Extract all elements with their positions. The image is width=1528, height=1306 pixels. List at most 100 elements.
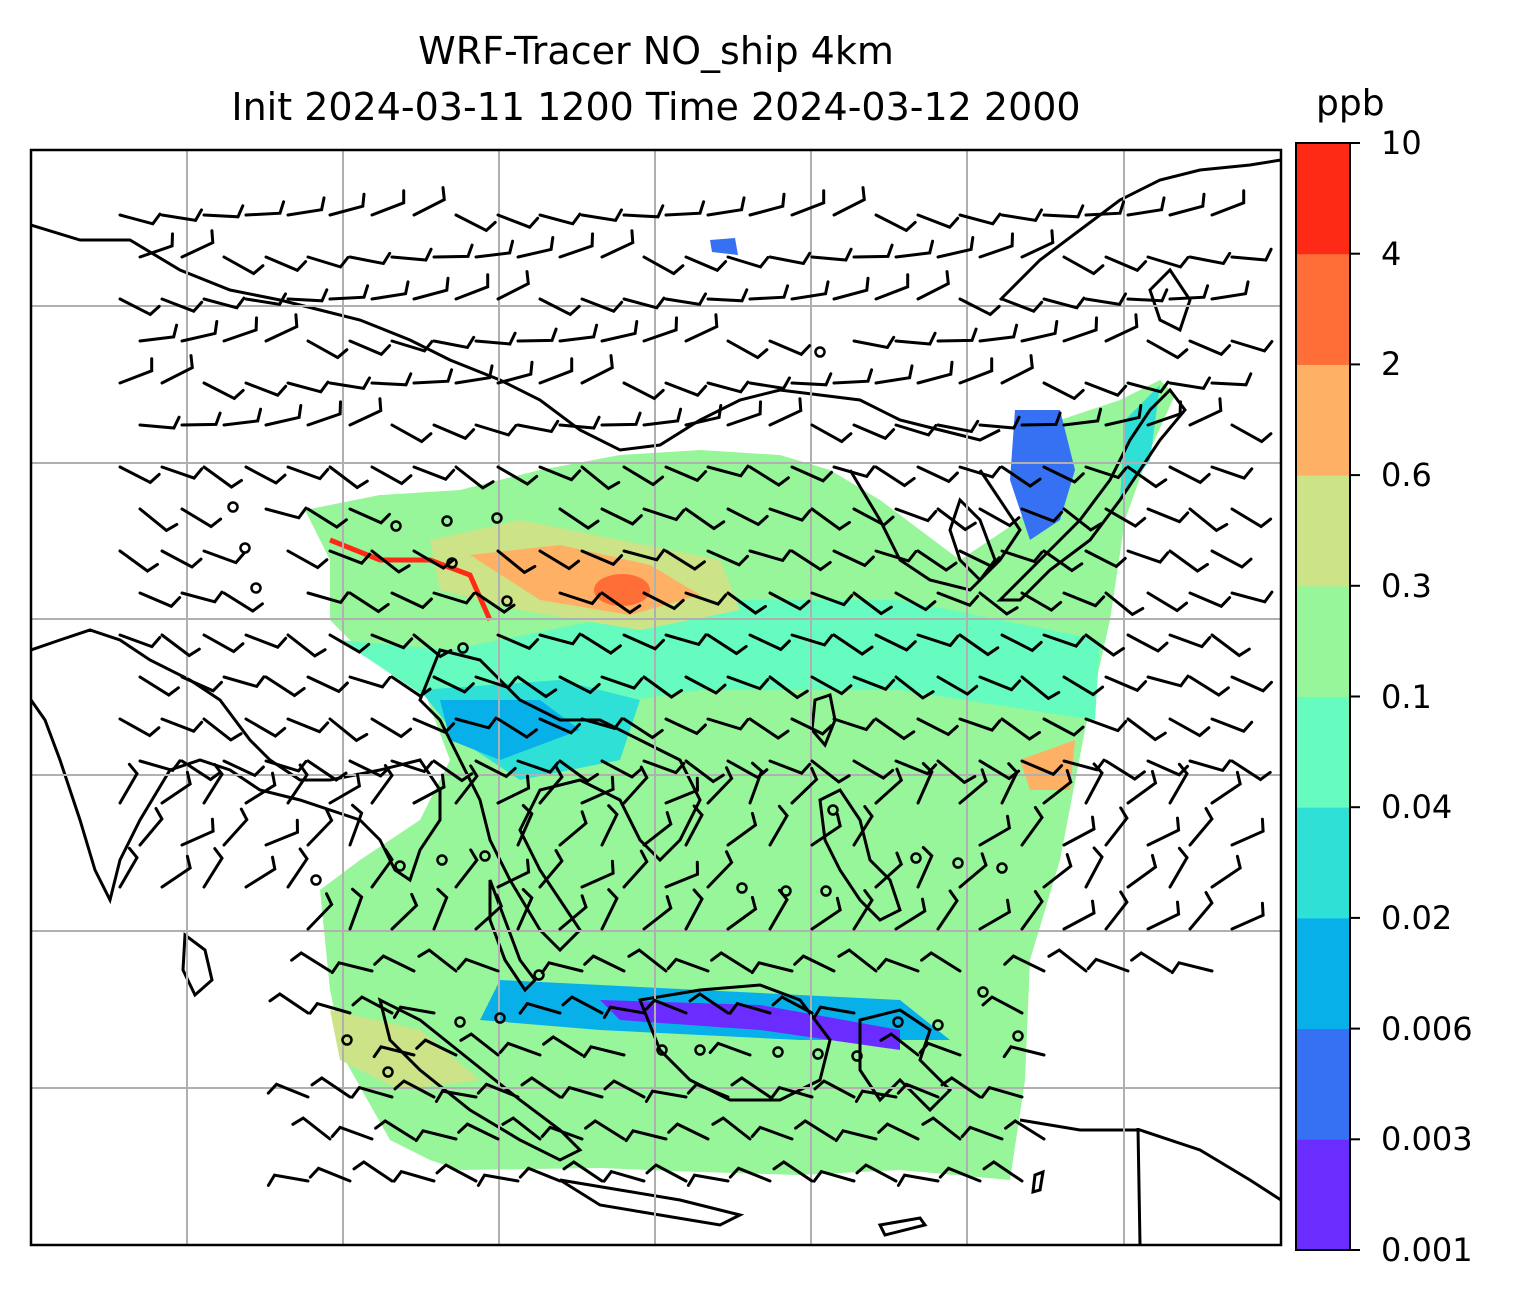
wind-barb (622, 717, 664, 740)
field-north-blob (710, 238, 738, 255)
wind-barb (244, 465, 287, 485)
wind-barb (328, 772, 362, 805)
wind-barb (454, 764, 479, 805)
wind-barb (790, 280, 830, 301)
wind-barb (328, 465, 369, 490)
wind-barb (1000, 549, 1044, 564)
wind-barb (434, 1089, 478, 1103)
wind-barb (558, 323, 599, 343)
wind-barb (1126, 549, 1170, 564)
wind-barb (810, 591, 854, 607)
colorbar-tick-label: 0.04 (1381, 788, 1453, 827)
wind-barb (580, 465, 621, 491)
calm-wind-circle (977, 986, 989, 998)
wind-barb (412, 717, 456, 735)
wind-barb (1062, 507, 1103, 532)
wind-barb (1146, 507, 1190, 524)
wind-barb (412, 465, 456, 481)
colorbar-segment (1296, 585, 1350, 697)
wind-barb (1104, 675, 1148, 693)
wind-barb (711, 1116, 752, 1141)
colorbar-ticks (1350, 142, 1360, 1251)
wind-barb (916, 633, 960, 648)
wind-barb (580, 775, 615, 805)
wind-barb (810, 896, 842, 931)
wind-barb (1062, 407, 1103, 427)
wind-barb (412, 633, 453, 659)
calm-wind-circle (656, 1044, 668, 1056)
wind-barb (286, 380, 330, 394)
wind-barb (538, 465, 582, 482)
wind-barb (1042, 204, 1085, 219)
colorbar-tick-label: 2 (1381, 345, 1402, 384)
wind-barb (558, 591, 602, 606)
wind-barb (894, 331, 937, 346)
wind-barb (370, 848, 394, 889)
wind-barb (622, 765, 649, 805)
wind-barb (1230, 339, 1274, 353)
wind-barb (392, 1169, 436, 1183)
wind-barb (790, 372, 833, 387)
wind-barb (768, 507, 812, 522)
wind-barb (1210, 549, 1253, 569)
coastline-new-guinea (1019, 1118, 1281, 1202)
wind-barb (812, 1005, 856, 1019)
coastline-sumatra (377, 997, 583, 1162)
wind-barb (936, 327, 978, 343)
wind-barb (916, 762, 934, 805)
wind-barb (981, 995, 1024, 1015)
wind-barb (1084, 846, 1104, 889)
wind-barb (328, 192, 366, 217)
wind-barb (706, 549, 749, 567)
wind-barb (264, 255, 308, 273)
wind-barb (1062, 758, 1106, 772)
wind-barb (642, 675, 683, 699)
wind-barb (622, 849, 649, 889)
coastline-russia-east (998, 158, 1281, 302)
wind-barb (291, 1116, 332, 1141)
wind-barb (896, 1173, 940, 1187)
field-japan-sea (1010, 410, 1075, 540)
wind-barb (286, 763, 309, 805)
wind-barb (874, 549, 918, 563)
wind-barb (580, 354, 614, 385)
calm-wind-circle (533, 969, 545, 981)
wind-barb (894, 507, 938, 523)
wind-barb (538, 549, 581, 571)
wind-barb (958, 633, 1000, 657)
wind-barb (879, 1032, 920, 1057)
wind-barb (1146, 816, 1181, 847)
calm-wind-circle (310, 874, 322, 886)
map-frame (29, 148, 1283, 1247)
calm-wind-circle (239, 542, 251, 554)
wind-barb (583, 954, 626, 973)
calm-wind-circle (736, 882, 748, 894)
wind-barb (518, 1001, 562, 1015)
wind-barb (667, 1122, 710, 1141)
wind-barb (978, 415, 1021, 430)
wind-barb (562, 1160, 604, 1183)
wind-barb (222, 255, 265, 276)
wind-barb (432, 423, 476, 441)
wind-barb (958, 212, 1002, 226)
wind-barbs (118, 186, 1274, 1187)
wind-barb (516, 888, 534, 931)
coastline-taiwan (810, 693, 837, 748)
coastline-sulawesi (858, 1008, 953, 1113)
wind-barb (664, 633, 708, 647)
wind-barb (666, 957, 710, 973)
coastline-india (31, 628, 442, 905)
wind-barb (896, 1082, 940, 1099)
colorbar-segment (1296, 696, 1350, 808)
wind-barb (202, 633, 245, 654)
wind-barb (728, 1001, 772, 1015)
wind-barb (1000, 465, 1042, 488)
wind-barb (1020, 229, 1055, 259)
wind-barb (1130, 951, 1172, 973)
wind-barb (180, 411, 222, 427)
wind-barb (790, 717, 833, 736)
wind-barb (874, 767, 904, 805)
wind-barb (1188, 759, 1232, 773)
wind-barb (916, 465, 959, 484)
wind-barb (306, 759, 348, 782)
